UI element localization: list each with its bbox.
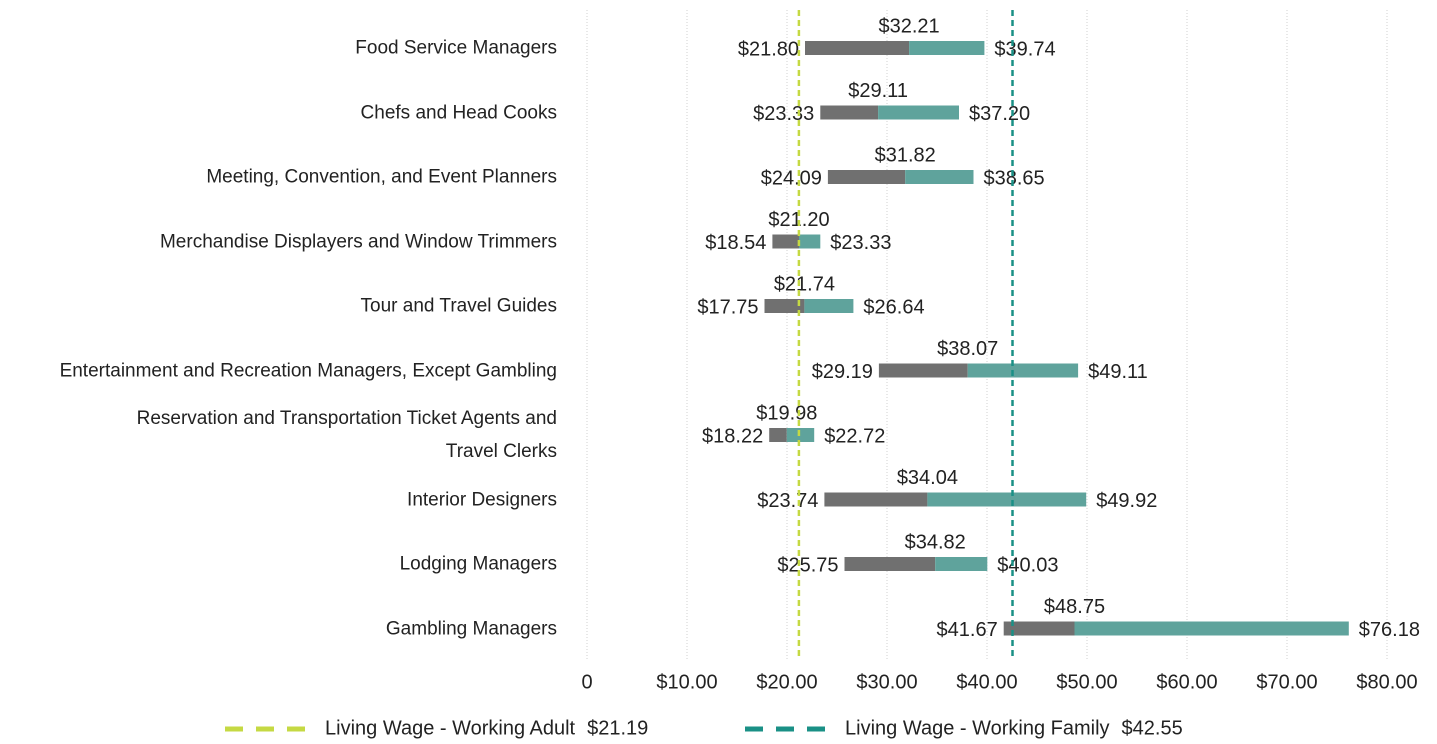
low-label: $21.80 [738, 38, 799, 60]
x-tick-label: $40.00 [956, 671, 1017, 693]
median-label: $34.82 [905, 531, 966, 553]
low-label: $18.54 [705, 232, 766, 254]
high-label: $23.33 [830, 232, 891, 254]
category-label: Merchandise Displayers and Window Trimme… [159, 231, 557, 252]
x-tick-label: $80.00 [1356, 671, 1417, 693]
bar-lower [820, 105, 879, 120]
low-label: $17.75 [697, 296, 758, 318]
category-label: Chefs and Head Cooks [360, 102, 557, 123]
category-label: Meeting, Convention, and Event Planners [206, 166, 557, 188]
bar-lower [772, 234, 799, 249]
category-label: Lodging Managers [399, 553, 557, 575]
low-label: $18.22 [702, 425, 763, 447]
median-label: $32.21 [879, 15, 940, 37]
bar-upper [1074, 621, 1349, 636]
bar-upper [967, 363, 1079, 378]
high-label: $26.64 [863, 296, 924, 318]
category-label: Entertainment and Recreation Managers, E… [59, 360, 557, 381]
bar-upper [935, 557, 988, 571]
median-label: $38.07 [937, 338, 998, 360]
high-label: $49.11 [1088, 361, 1148, 383]
median-label: $31.82 [875, 144, 936, 166]
low-label: $29.19 [812, 361, 873, 383]
category-label: Reservation and Transportation Ticket Ag… [136, 408, 557, 462]
x-tick-label: $30.00 [856, 671, 917, 693]
bar-lower [764, 299, 805, 313]
median-label: $34.04 [897, 467, 958, 489]
bar-lower [769, 428, 787, 442]
x-tick-label: $10.00 [656, 671, 717, 693]
median-label: $29.11 [848, 80, 908, 102]
bar-lower [1003, 621, 1075, 636]
high-label: $76.18 [1359, 619, 1420, 641]
x-tick-label: $70.00 [1256, 671, 1317, 693]
high-label: $49.92 [1096, 490, 1157, 512]
legend-label: Living Wage - Working Adult [325, 717, 576, 739]
x-tick-label: 0 [581, 671, 592, 693]
low-label: $25.75 [777, 554, 838, 576]
low-label: $41.67 [937, 619, 998, 641]
bar-lower [824, 492, 928, 507]
x-tick-label: $50.00 [1056, 671, 1117, 693]
high-label: $37.20 [969, 103, 1030, 125]
bar-lower [805, 41, 910, 55]
bar-upper [927, 492, 1087, 507]
x-tick-label: $60.00 [1156, 671, 1217, 693]
median-label: $48.75 [1044, 596, 1105, 618]
legend-label: Living Wage - Working Family [845, 717, 1110, 739]
bar-upper [905, 170, 974, 184]
bar-upper [878, 105, 959, 120]
bar-upper [909, 41, 985, 55]
high-label: $40.03 [997, 554, 1058, 576]
category-label: Food Service Managers [355, 37, 557, 59]
legend-value: $21.19 [587, 717, 648, 739]
x-tick-label: $20.00 [756, 671, 817, 693]
bar-upper [804, 299, 854, 313]
low-label: $24.09 [761, 167, 822, 189]
bar-upper [799, 234, 821, 249]
legend-value: $42.55 [1122, 717, 1183, 739]
median-label: $21.74 [774, 273, 835, 295]
median-label: $19.98 [756, 402, 817, 424]
high-label: $38.65 [984, 167, 1045, 189]
low-label: $23.74 [757, 490, 818, 512]
bar-upper [786, 428, 815, 442]
bar-lower [827, 170, 906, 184]
high-label: $22.72 [824, 425, 885, 447]
category-label: Interior Designers [407, 489, 557, 510]
high-label: $39.74 [994, 38, 1055, 60]
category-label: Tour and Travel Guides [360, 295, 557, 317]
median-label: $21.20 [768, 209, 829, 231]
bar-lower [878, 363, 968, 378]
bar-lower [844, 557, 936, 571]
low-label: $23.33 [753, 103, 814, 125]
category-label: Gambling Managers [385, 618, 557, 639]
